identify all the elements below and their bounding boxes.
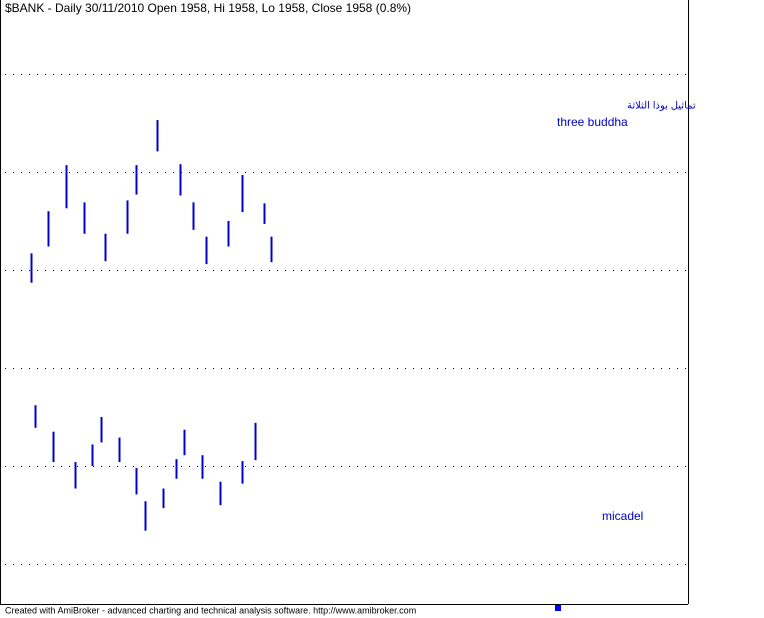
annotation: micadel xyxy=(602,509,643,523)
chart-title: $BANK - Daily 30/11/2010 Open 1958, Hi 1… xyxy=(5,1,411,15)
marker-square xyxy=(555,605,561,611)
footer: Created with AmiBroker - advanced charti… xyxy=(5,605,416,615)
annotation: three buddha xyxy=(557,115,628,129)
annotation: تماثيل بوذا الثلاثة xyxy=(627,101,696,112)
